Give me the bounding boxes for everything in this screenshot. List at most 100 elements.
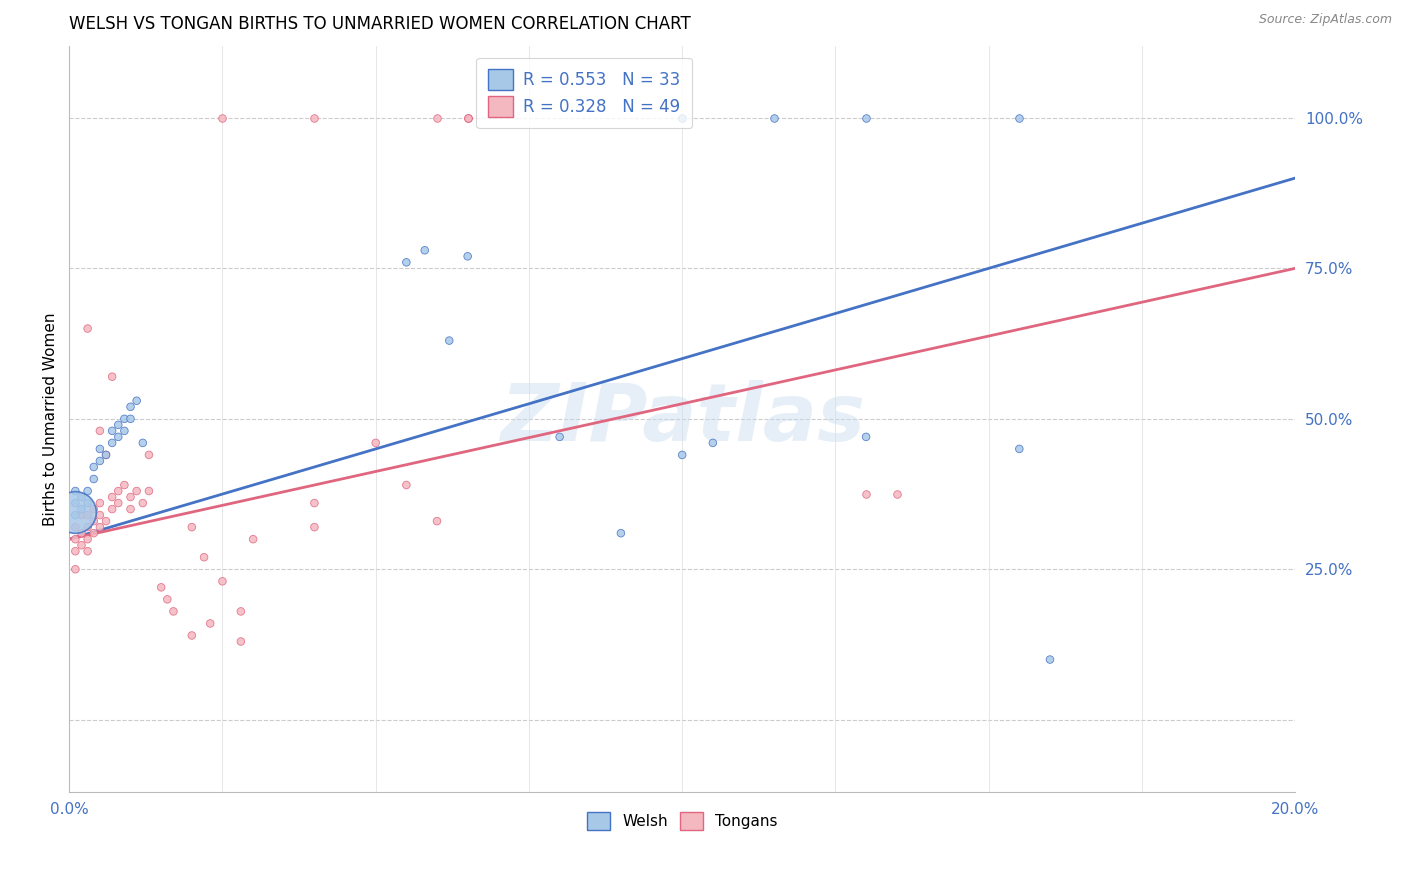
Point	[156, 592, 179, 607]
Point	[70, 502, 93, 516]
Point	[242, 532, 264, 546]
Point	[610, 526, 633, 541]
Point	[112, 412, 135, 426]
Point	[125, 393, 148, 408]
Point	[89, 454, 111, 468]
Point	[200, 616, 222, 631]
Point	[65, 562, 87, 576]
Point	[112, 424, 135, 438]
Point	[304, 520, 326, 534]
Point	[65, 496, 87, 510]
Point	[101, 424, 124, 438]
Point	[413, 244, 436, 258]
Point	[671, 448, 693, 462]
Point	[94, 448, 117, 462]
Point	[364, 436, 387, 450]
Point	[70, 508, 93, 522]
Point	[83, 502, 105, 516]
Point	[94, 448, 117, 462]
Point	[229, 604, 252, 618]
Point	[65, 532, 87, 546]
Point	[70, 526, 93, 541]
Point	[120, 412, 142, 426]
Point	[65, 508, 87, 522]
Point	[548, 430, 571, 444]
Text: ZIPatlas: ZIPatlas	[499, 380, 865, 458]
Point	[1008, 442, 1031, 456]
Point	[76, 508, 98, 522]
Point	[193, 550, 215, 565]
Point	[457, 111, 479, 125]
Point	[101, 436, 124, 450]
Point	[304, 111, 326, 125]
Point	[76, 483, 98, 498]
Point	[76, 496, 98, 510]
Point	[180, 520, 202, 534]
Point	[150, 580, 173, 594]
Text: Source: ZipAtlas.com: Source: ZipAtlas.com	[1258, 13, 1392, 27]
Point	[89, 508, 111, 522]
Point	[83, 514, 105, 528]
Point	[83, 526, 105, 541]
Point	[395, 478, 418, 492]
Point	[671, 111, 693, 125]
Point	[162, 604, 184, 618]
Point	[120, 400, 142, 414]
Point	[855, 430, 877, 444]
Point	[89, 424, 111, 438]
Point	[120, 502, 142, 516]
Point	[107, 417, 129, 432]
Point	[89, 496, 111, 510]
Point	[83, 459, 105, 474]
Y-axis label: Births to Unmarried Women: Births to Unmarried Women	[44, 312, 58, 525]
Point	[76, 321, 98, 335]
Point	[112, 478, 135, 492]
Point	[702, 436, 724, 450]
Point	[76, 532, 98, 546]
Point	[125, 483, 148, 498]
Point	[211, 574, 233, 589]
Point	[65, 520, 87, 534]
Point	[70, 490, 93, 504]
Point	[855, 487, 877, 501]
Point	[132, 436, 155, 450]
Point	[1008, 111, 1031, 125]
Point	[763, 111, 786, 125]
Point	[89, 442, 111, 456]
Point	[120, 490, 142, 504]
Point	[426, 514, 449, 528]
Point	[101, 502, 124, 516]
Point	[855, 111, 877, 125]
Point	[457, 249, 479, 263]
Point	[886, 487, 908, 501]
Point	[76, 520, 98, 534]
Point	[180, 628, 202, 642]
Point	[70, 538, 93, 552]
Point	[1039, 652, 1062, 666]
Point	[65, 544, 87, 558]
Point	[76, 544, 98, 558]
Legend: Welsh, Tongans: Welsh, Tongans	[581, 805, 783, 837]
Point	[457, 111, 479, 125]
Point	[65, 483, 87, 498]
Point	[229, 634, 252, 648]
Point	[101, 490, 124, 504]
Point	[138, 448, 160, 462]
Point	[107, 430, 129, 444]
Point	[107, 483, 129, 498]
Point	[94, 514, 117, 528]
Point	[65, 505, 87, 519]
Point	[89, 520, 111, 534]
Point	[439, 334, 461, 348]
Point	[211, 111, 233, 125]
Point	[138, 483, 160, 498]
Point	[83, 472, 105, 486]
Point	[101, 369, 124, 384]
Point	[457, 111, 479, 125]
Point	[132, 496, 155, 510]
Text: WELSH VS TONGAN BIRTHS TO UNMARRIED WOMEN CORRELATION CHART: WELSH VS TONGAN BIRTHS TO UNMARRIED WOME…	[69, 15, 690, 33]
Point	[426, 111, 449, 125]
Point	[304, 496, 326, 510]
Point	[395, 255, 418, 269]
Point	[107, 496, 129, 510]
